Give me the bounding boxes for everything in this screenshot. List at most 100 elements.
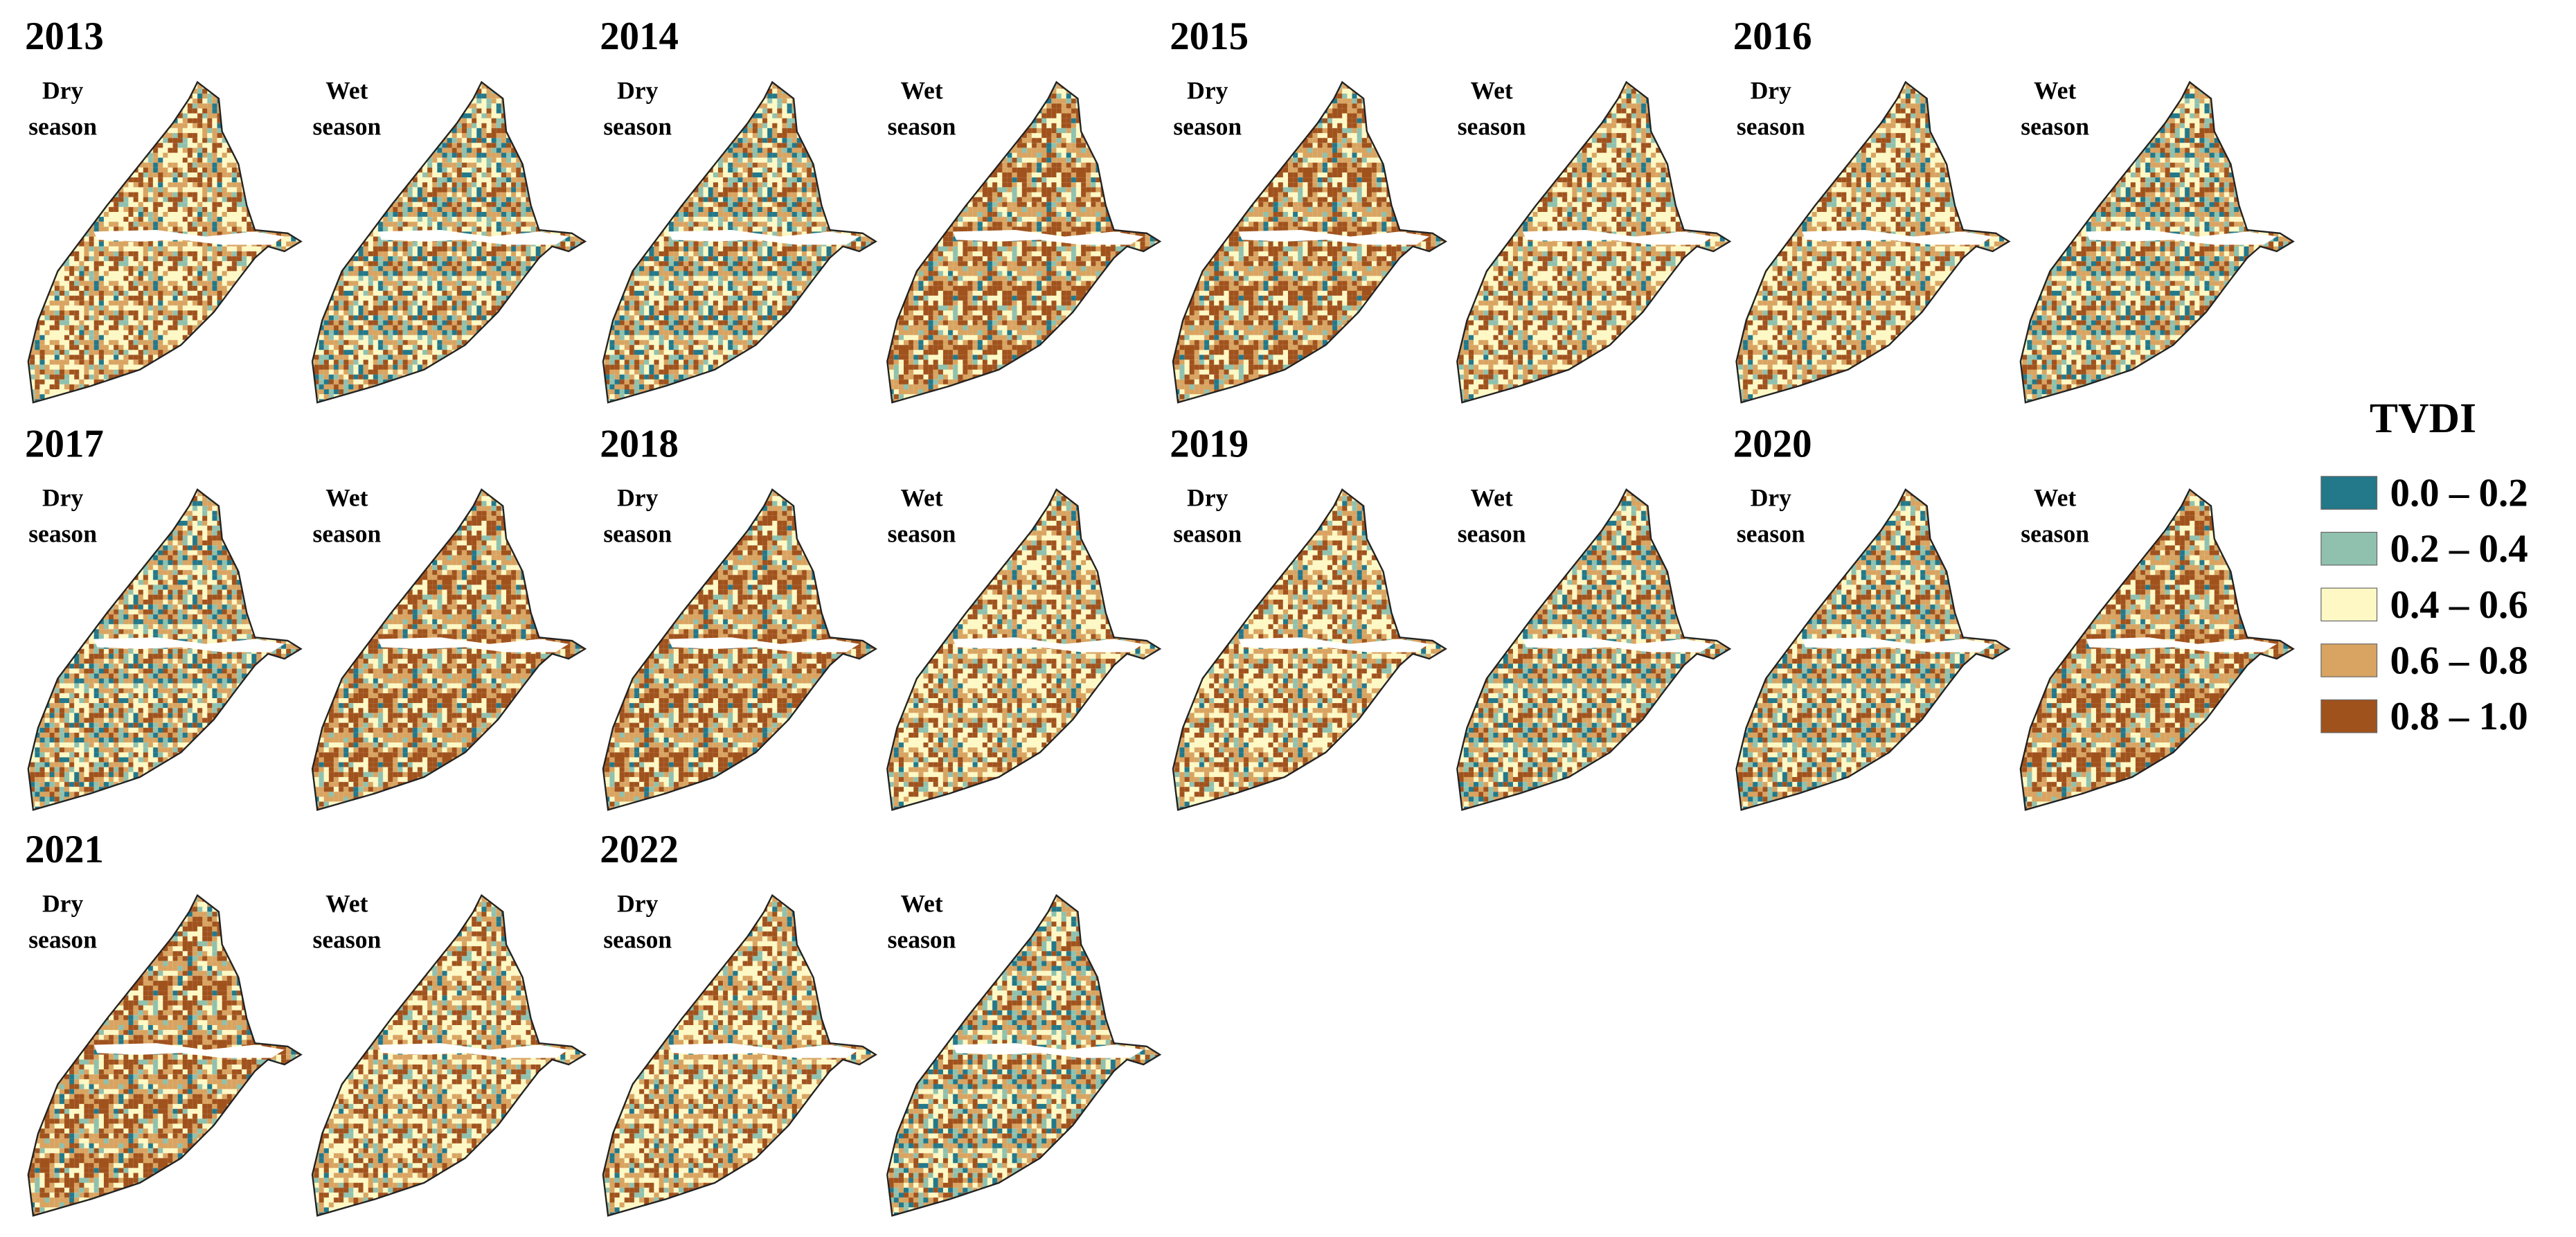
season-label: season [1173, 520, 1242, 548]
legend-title: TVDI [2370, 395, 2476, 442]
map-panel [886, 488, 1162, 811]
map-panel [27, 893, 303, 1217]
season-label: season [1737, 112, 1805, 140]
map-panel [602, 80, 877, 404]
map-panel [1456, 488, 1732, 811]
legend-swatch [2320, 643, 2378, 677]
river [1238, 637, 1429, 652]
map-panel [1735, 488, 2011, 811]
map-area [886, 80, 1162, 404]
season-label: season [1737, 520, 1805, 548]
map-area [1172, 80, 1447, 404]
map-panel [27, 488, 303, 811]
river [2086, 637, 2277, 652]
map-area [311, 893, 587, 1217]
river [668, 230, 859, 245]
season-label: season [603, 926, 672, 954]
river [1523, 230, 1714, 245]
season-label: season [2021, 520, 2089, 548]
season-label: Dry [1751, 484, 1791, 512]
river [1238, 230, 1429, 245]
season-label: Dry [617, 484, 658, 512]
map-panel [886, 893, 1162, 1217]
map-panel [311, 488, 587, 811]
map-panel [311, 80, 587, 404]
map-area [886, 893, 1162, 1217]
river [953, 1043, 1144, 1058]
legend-label: 0.8 – 1.0 [2390, 695, 2528, 738]
river [1523, 637, 1714, 652]
legend-swatch [2320, 587, 2378, 622]
river [953, 230, 1144, 245]
year-label: 2020 [1733, 422, 1812, 465]
map-area [1735, 488, 2011, 811]
map-area [2019, 488, 2295, 811]
map-panel [1456, 80, 1732, 404]
season-label: Wet [900, 484, 942, 512]
season-label: Wet [325, 76, 368, 104]
river [377, 637, 569, 652]
river [93, 1043, 285, 1058]
legend-swatch [2320, 476, 2378, 510]
year-label: 2016 [1733, 15, 1812, 58]
season-label: season [603, 520, 672, 548]
river [377, 230, 569, 245]
season-label: season [888, 520, 956, 548]
season-label: season [1458, 520, 1526, 548]
river [668, 1043, 859, 1058]
map-panel [2019, 488, 2295, 811]
season-label: Wet [1470, 484, 1512, 512]
season-label: season [888, 112, 956, 140]
map-area [2019, 80, 2295, 404]
river [1802, 637, 1993, 652]
river [668, 637, 859, 652]
map-area [311, 488, 587, 811]
map-area [27, 80, 303, 404]
map-area [27, 893, 303, 1217]
map-area [886, 488, 1162, 811]
river [377, 1043, 569, 1058]
map-area [602, 893, 877, 1217]
year-label: 2021 [25, 828, 104, 871]
map-area [27, 488, 303, 811]
season-label: Dry [1187, 484, 1228, 512]
season-label: Dry [42, 889, 83, 917]
legend-label: 0.4 – 0.6 [2390, 583, 2528, 627]
season-label: season [603, 112, 672, 140]
year-label: 2014 [600, 15, 679, 58]
season-label: Dry [42, 484, 83, 512]
season-label: Dry [1187, 76, 1228, 104]
map-panel [602, 893, 877, 1217]
map-area [602, 80, 877, 404]
season-label: Wet [325, 889, 368, 917]
legend-swatch [2320, 699, 2378, 733]
map-area [1172, 488, 1447, 811]
year-label: 2018 [600, 422, 679, 465]
river [2086, 230, 2277, 245]
map-area [1456, 488, 1732, 811]
river [953, 637, 1144, 652]
map-panel [2019, 80, 2295, 404]
legend-swatch [2320, 531, 2378, 566]
season-label: season [313, 112, 382, 140]
season-label: Dry [42, 76, 83, 104]
map-panel [886, 80, 1162, 404]
map-panel [27, 80, 303, 404]
season-label: season [313, 520, 382, 548]
season-label: season [28, 520, 97, 548]
map-area [1456, 80, 1732, 404]
season-label: Wet [900, 76, 942, 104]
map-panel [1735, 80, 2011, 404]
season-label: Wet [900, 889, 942, 917]
season-label: Wet [2034, 484, 2076, 512]
year-label: 2019 [1170, 422, 1249, 465]
season-label: season [313, 926, 382, 954]
map-area [602, 488, 877, 811]
map-panel [602, 488, 877, 811]
map-panel [1172, 488, 1447, 811]
legend-label: 0.2 – 0.4 [2390, 527, 2528, 571]
season-label: Wet [325, 484, 368, 512]
season-label: season [888, 926, 956, 954]
